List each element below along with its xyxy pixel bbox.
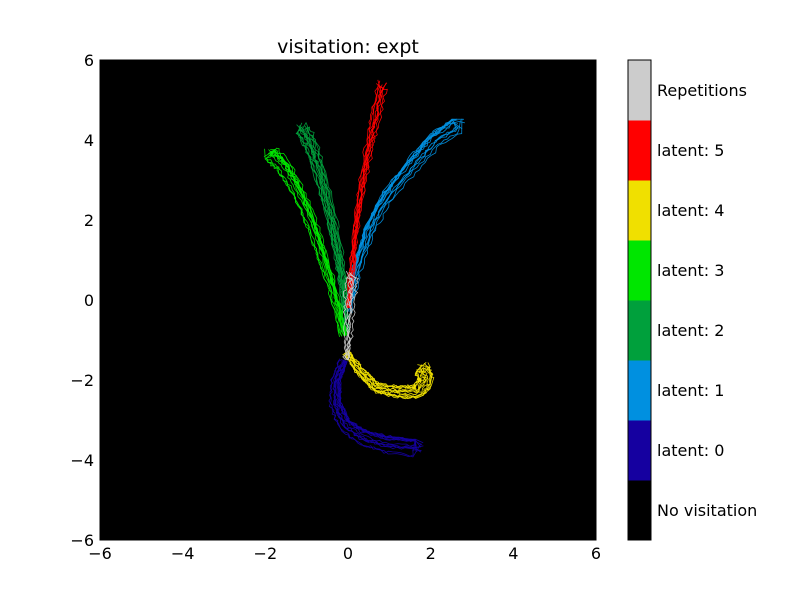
trajectory-line [328, 358, 422, 458]
y-tick-label: 4 [84, 131, 94, 150]
trajectory-line [347, 126, 458, 313]
trajectory-line [304, 128, 348, 333]
trajectory-line [300, 122, 346, 333]
colorbar-label: latent: 3 [657, 261, 724, 280]
colorbar-segment [628, 120, 651, 181]
trajectory-line [333, 360, 422, 453]
trajectory-line [347, 274, 359, 361]
trajectory-line [336, 360, 423, 446]
trajectory-line [295, 128, 345, 333]
trajectory-line [351, 120, 461, 313]
series-latent-4 [342, 349, 435, 400]
x-tick-label: 0 [343, 544, 353, 563]
x-tick-label: −4 [171, 544, 195, 563]
trajectory-line [347, 350, 425, 392]
y-tick-label: −2 [70, 371, 94, 390]
trajectory-line [269, 154, 345, 337]
trajectory-line [346, 79, 382, 309]
y-tick-label: 6 [84, 51, 94, 70]
trajectory-line [344, 270, 353, 361]
trajectory-line [345, 86, 381, 309]
trajectory-line [263, 151, 346, 336]
y-tick-label: 2 [84, 211, 94, 230]
colorbar-label: No visitation [657, 501, 757, 520]
trajectory-line [305, 122, 349, 332]
trajectory-line [334, 359, 415, 447]
y-tick-label: −4 [70, 451, 94, 470]
trajectory-line [296, 124, 348, 333]
colorbar-segment [628, 360, 651, 421]
colorbar-segment [628, 240, 651, 301]
colorbar-segment [628, 300, 651, 361]
series-latent-5 [345, 79, 388, 309]
series-latent-3 [263, 147, 348, 338]
chart-title: visitation: expt [277, 36, 419, 58]
trajectory-line [265, 151, 343, 337]
trajectory-line [338, 360, 424, 444]
trajectory-line [342, 272, 352, 361]
series-latent-0 [328, 358, 424, 458]
x-tick-label: −2 [254, 544, 278, 563]
series-latent-2 [295, 122, 350, 333]
colorbar-label: Repetitions [657, 81, 747, 100]
colorbar-segment [628, 180, 651, 241]
trajectory-line [347, 350, 425, 389]
trajectory-line [264, 148, 340, 338]
colorbar-label: latent: 2 [657, 321, 724, 340]
colorbar: No visitation latent: 0 latent: 1 latent: 2… [627, 59, 757, 541]
colorbar-label: latent: 0 [657, 441, 724, 460]
trajectory-line [337, 360, 416, 452]
colorbar-segment [628, 480, 651, 541]
y-tick-label: 0 [84, 291, 94, 310]
series-latent-repetitions [342, 270, 359, 361]
y-tick-label: −6 [70, 531, 94, 550]
trajectory-line [343, 353, 435, 400]
trajectory-line [270, 150, 345, 336]
axis-layer: −6 −4 −2 0 2 4 6 −6 −4 −2 0 2 4 6 [70, 51, 601, 563]
trajectory-line [348, 349, 422, 390]
colorbar-segment [628, 420, 651, 481]
x-tick-label: 4 [508, 544, 518, 563]
trajectory-layer [263, 79, 465, 458]
colorbar-label: latent: 5 [657, 141, 724, 160]
trajectory-line [345, 352, 428, 394]
colorbar-label: latent: 1 [657, 381, 724, 400]
x-tick-label: 6 [591, 544, 601, 563]
trajectory-line [346, 80, 381, 309]
trajectory-line [351, 118, 463, 313]
x-tick-label: 2 [426, 544, 436, 563]
trajectory-line [349, 85, 384, 309]
trajectory-line [269, 151, 347, 336]
trajectory-line [304, 126, 350, 332]
trajectory-line [347, 82, 387, 309]
colorbar-label: latent: 4 [657, 201, 724, 220]
x-tick-label: −6 [88, 544, 112, 563]
colorbar-segment [628, 60, 651, 121]
trajectory-line [307, 127, 349, 332]
colorbar-frame [627, 59, 652, 541]
